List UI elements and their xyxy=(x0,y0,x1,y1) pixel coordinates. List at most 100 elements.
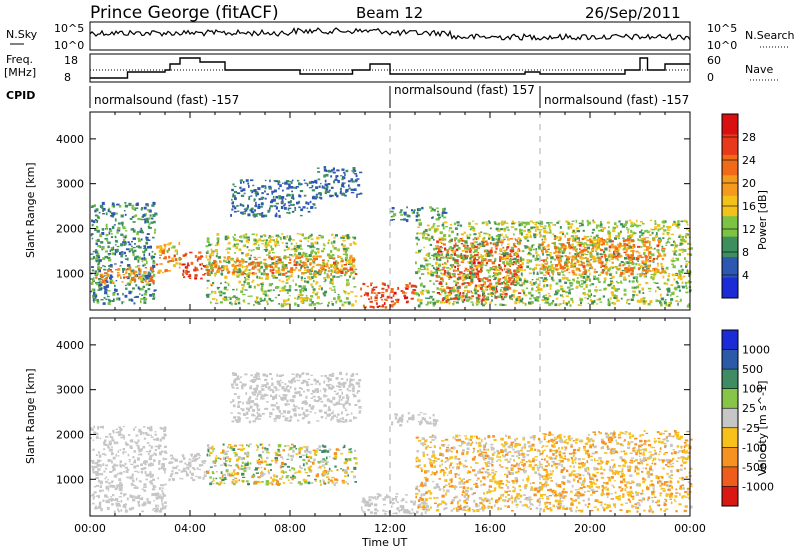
heatmap-cell xyxy=(150,255,154,259)
heatmap-cell xyxy=(478,234,481,238)
heatmap-cell xyxy=(91,266,94,268)
heatmap-cell xyxy=(231,198,233,201)
heatmap-cell xyxy=(130,277,135,280)
heatmap-cell xyxy=(210,271,213,275)
heatmap-cell xyxy=(219,260,221,264)
heatmap-cell xyxy=(143,292,147,296)
heatmap-cell xyxy=(209,256,212,259)
heatmap-cell xyxy=(344,257,348,259)
heatmap-cell xyxy=(251,211,255,214)
heatmap-cell xyxy=(572,248,576,251)
heatmap-cell xyxy=(576,259,580,263)
heatmap-cell xyxy=(473,257,477,260)
heatmap-cell xyxy=(248,257,252,261)
heatmap-cell xyxy=(287,270,291,273)
heatmap-cell xyxy=(123,451,127,453)
heatmap-cell xyxy=(93,431,97,434)
heatmap-cell xyxy=(99,485,102,488)
heatmap-cell xyxy=(449,223,453,226)
heatmap-cell xyxy=(395,298,398,301)
heatmap-cell xyxy=(521,232,523,236)
heatmap-cell xyxy=(289,238,292,240)
heatmap-cell xyxy=(676,258,679,261)
heatmap-cell xyxy=(406,300,409,303)
heatmap-cell xyxy=(675,223,677,226)
heatmap-cell xyxy=(487,254,491,257)
heatmap-cell xyxy=(244,261,248,263)
heatmap-cell xyxy=(150,425,153,429)
heatmap-cell xyxy=(628,280,631,283)
heatmap-cell xyxy=(268,283,272,287)
heatmap-cell xyxy=(260,277,264,280)
heatmap-cell xyxy=(504,295,507,298)
heatmap-cell xyxy=(675,280,678,284)
heatmap-cell xyxy=(236,288,238,291)
heatmap-cell xyxy=(250,249,253,252)
heatmap-cell xyxy=(672,257,674,259)
heatmap-cell xyxy=(325,173,329,177)
heatmap-cell xyxy=(614,266,618,268)
heatmap-cell xyxy=(441,263,444,265)
heatmap-cell xyxy=(564,234,566,238)
heatmap-cell xyxy=(631,260,634,263)
heatmap-cell xyxy=(289,254,293,256)
heatmap-cell xyxy=(251,266,254,270)
heatmap-cell xyxy=(583,257,586,259)
heatmap-cell xyxy=(294,302,297,306)
heatmap-cell xyxy=(442,272,446,276)
heatmap-cell xyxy=(271,262,275,265)
heatmap-cell xyxy=(632,276,636,280)
heatmap-cell xyxy=(449,264,453,267)
heatmap-cell xyxy=(426,224,430,227)
heatmap-cell xyxy=(593,243,595,246)
heatmap-cell xyxy=(135,274,139,278)
nsearch-ybottom: 10^0 xyxy=(707,39,737,52)
heatmap-cell xyxy=(390,300,394,303)
heatmap-cell xyxy=(133,302,136,305)
heatmap-cell xyxy=(548,268,552,272)
heatmap-cell xyxy=(144,432,148,435)
heatmap-cell xyxy=(567,279,571,282)
heatmap-cell xyxy=(601,229,604,232)
heatmap-cell xyxy=(668,303,671,307)
heatmap-cell xyxy=(671,259,675,263)
heatmap-cell xyxy=(91,224,94,227)
heatmap-cell xyxy=(284,264,288,267)
heatmap-cell xyxy=(124,241,127,244)
heatmap-cell xyxy=(685,287,688,290)
heatmap-cell xyxy=(282,266,285,270)
heatmap-cell xyxy=(598,257,602,259)
heatmap-cell xyxy=(254,263,257,267)
heatmap-cell xyxy=(431,217,434,219)
heatmap-cell xyxy=(101,248,104,251)
heatmap-cell xyxy=(233,185,237,188)
heatmap-cell xyxy=(331,283,334,285)
heatmap-cell xyxy=(272,195,275,199)
heatmap-cell xyxy=(255,299,258,303)
heatmap-cell xyxy=(333,266,336,269)
heatmap-cell xyxy=(275,202,279,205)
heatmap-cell xyxy=(561,250,564,252)
heatmap-cell xyxy=(272,268,275,271)
heatmap-cell xyxy=(246,236,250,239)
heatmap-cell xyxy=(566,268,569,271)
heatmap-cell xyxy=(343,301,347,304)
heatmap-cell xyxy=(503,254,507,257)
heatmap-cell xyxy=(643,297,646,299)
heatmap-cell xyxy=(540,234,542,238)
heatmap-cell xyxy=(161,487,164,489)
heatmap-cell xyxy=(192,478,196,482)
heatmap-cell xyxy=(662,220,665,222)
heatmap-cell xyxy=(455,244,459,247)
heatmap-cell xyxy=(417,218,421,222)
heatmap-cell xyxy=(114,263,117,265)
heatmap-cell xyxy=(505,282,508,285)
heatmap-cell xyxy=(526,262,530,264)
heatmap-cell xyxy=(504,257,507,261)
heatmap-cell xyxy=(554,250,558,253)
heatmap-cell xyxy=(290,270,293,273)
heatmap-cell xyxy=(108,440,112,442)
heatmap-cell xyxy=(256,264,261,267)
heatmap-cell xyxy=(172,456,174,459)
heatmap-cell xyxy=(220,272,223,276)
